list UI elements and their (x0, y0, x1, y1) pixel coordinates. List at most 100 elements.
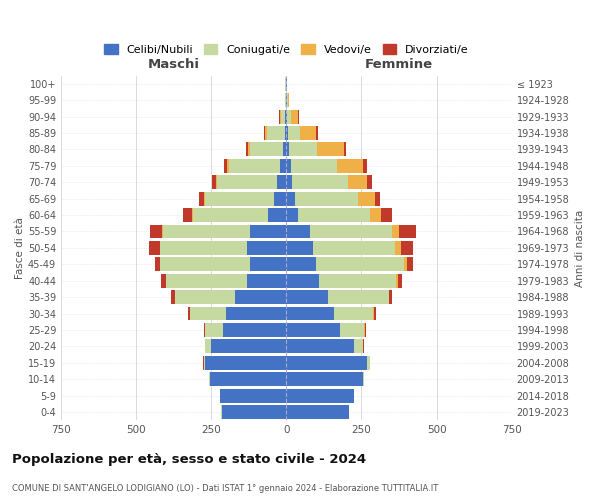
Bar (248, 142, 250, 156)
Bar (300, 126, 316, 140)
Bar (316, 126, 317, 140)
Bar (363, 340, 364, 353)
Bar (277, 176, 286, 189)
Bar (298, 208, 370, 222)
Bar (188, 306, 190, 320)
Bar (211, 340, 286, 353)
Bar (370, 208, 381, 222)
Bar (224, 159, 227, 173)
Bar (316, 258, 404, 272)
Bar (190, 306, 226, 320)
Bar (375, 192, 380, 205)
Bar (292, 176, 348, 189)
Bar (281, 110, 286, 124)
Bar (204, 192, 205, 205)
Bar (235, 290, 286, 304)
Bar (354, 340, 363, 353)
Bar (374, 306, 376, 320)
Bar (328, 290, 389, 304)
Bar (155, 258, 160, 272)
Bar (286, 405, 349, 419)
Bar (226, 306, 286, 320)
Bar (286, 94, 287, 107)
Bar (289, 142, 317, 156)
Bar (250, 224, 286, 238)
Bar (285, 94, 286, 107)
Text: Femmine: Femmine (365, 58, 433, 70)
Bar (162, 224, 163, 238)
Bar (210, 372, 286, 386)
Bar (247, 241, 286, 255)
Bar (280, 110, 281, 124)
Bar (288, 126, 300, 140)
Bar (283, 142, 286, 156)
Bar (229, 159, 280, 173)
Bar (340, 323, 364, 337)
Bar (171, 290, 175, 304)
Bar (222, 405, 286, 419)
Bar (298, 110, 299, 124)
Bar (216, 176, 217, 189)
Bar (265, 126, 267, 140)
Bar (199, 192, 204, 205)
Bar (160, 241, 247, 255)
Bar (161, 274, 166, 287)
Bar (310, 224, 392, 238)
Bar (149, 241, 160, 255)
Text: COMUNE DI SANT'ANGELO LODIGIANO (LO) - Dati ISTAT 1° gennaio 2024 - Elaborazione: COMUNE DI SANT'ANGELO LODIGIANO (LO) - D… (12, 484, 438, 493)
Bar (209, 372, 210, 386)
Text: Maschi: Maschi (148, 58, 200, 70)
Bar (274, 192, 286, 205)
Bar (395, 241, 401, 255)
Bar (381, 208, 392, 222)
Bar (373, 306, 374, 320)
Bar (286, 340, 354, 353)
Bar (183, 208, 192, 222)
Y-axis label: Fasce di età: Fasce di età (15, 217, 25, 279)
Bar (204, 323, 205, 337)
Bar (287, 94, 289, 107)
Bar (280, 159, 286, 173)
Bar (392, 224, 399, 238)
Bar (319, 274, 396, 287)
Bar (363, 372, 364, 386)
Bar (212, 176, 216, 189)
Bar (313, 241, 395, 255)
Bar (204, 356, 205, 370)
Bar (337, 159, 363, 173)
Bar (160, 258, 250, 272)
Bar (286, 372, 363, 386)
Bar (286, 290, 328, 304)
Legend: Celibi/Nubili, Coniugati/e, Vedovi/e, Divorziati/e: Celibi/Nubili, Coniugati/e, Vedovi/e, Di… (100, 40, 473, 59)
Bar (267, 126, 285, 140)
Bar (250, 258, 286, 272)
Bar (389, 290, 392, 304)
Bar (363, 159, 367, 173)
Bar (286, 176, 292, 189)
Bar (220, 388, 286, 402)
Bar (150, 224, 162, 238)
Bar (348, 176, 367, 189)
Bar (264, 126, 265, 140)
Bar (193, 208, 268, 222)
Bar (192, 208, 193, 222)
Bar (163, 224, 250, 238)
Bar (205, 323, 223, 337)
Bar (287, 110, 291, 124)
Bar (286, 388, 354, 402)
Bar (286, 192, 295, 205)
Bar (286, 306, 334, 320)
Bar (396, 274, 398, 287)
Bar (205, 340, 211, 353)
Bar (291, 159, 337, 173)
Bar (268, 208, 286, 222)
Bar (399, 224, 416, 238)
Bar (367, 176, 372, 189)
Bar (358, 192, 375, 205)
Bar (286, 274, 319, 287)
Bar (250, 142, 283, 156)
Text: Popolazione per età, sesso e stato civile - 2024: Popolazione per età, sesso e stato civil… (12, 452, 366, 466)
Bar (175, 290, 235, 304)
Bar (286, 208, 298, 222)
Bar (404, 258, 407, 272)
